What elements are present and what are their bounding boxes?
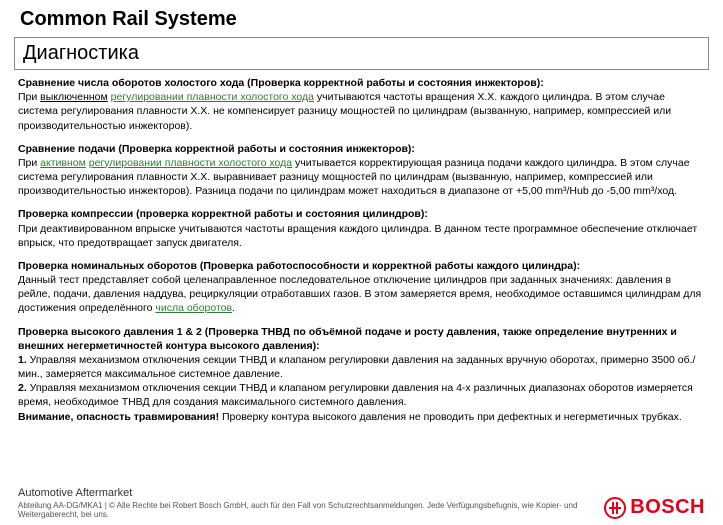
list-num: 1.	[18, 354, 27, 366]
heading: Проверка компрессии	[18, 208, 133, 220]
text: При деактивированном впрыске учитываются…	[18, 223, 697, 249]
section-compression: Проверка компрессии (проверка корректной…	[18, 207, 705, 250]
link-green: активном	[40, 157, 86, 169]
list-num: 2.	[18, 382, 27, 394]
footer-text: Automotive Aftermarket Abteilung AA-DG/M…	[18, 487, 604, 519]
text: .	[232, 302, 235, 314]
warning-label: Внимание, опасность травмирования!	[18, 411, 219, 423]
brand-name: BOSCH	[630, 496, 705, 519]
heading-suffix: (Проверка корректной работы и состояния …	[244, 77, 543, 89]
footer: Automotive Aftermarket Abteilung AA-DG/M…	[18, 487, 705, 519]
heading-suffix: (Проверка работоспособности и корректной…	[197, 260, 580, 272]
section-rpm-compare: Сравнение числа оборотов холостого хода …	[18, 76, 705, 133]
heading-suffix: (Проверка корректной работы и состояния …	[115, 143, 414, 155]
section-nominal-rpm: Проверка номинальных оборотов (Проверка …	[18, 259, 705, 316]
body-content: Сравнение числа оборотов холостого хода …	[0, 76, 723, 424]
footer-legal: Abteilung AA-DG/MKA1 | © Alle Rechte bei…	[18, 501, 604, 519]
heading: Сравнение числа оборотов холостого хода	[18, 77, 244, 89]
heading-suffix: (проверка корректной работы и состояния …	[133, 208, 428, 220]
list-item: Управляя механизмом отключения секции ТН…	[18, 354, 695, 380]
heading: Проверка номинальных оборотов	[18, 260, 197, 272]
link-green: регулировании плавности холостого хода	[111, 91, 314, 103]
bosch-icon	[604, 497, 626, 519]
section-high-pressure: Проверка высокого давления 1 & 2 (Провер…	[18, 325, 705, 424]
page-subtitle: Диагностика	[23, 42, 700, 65]
underlined: выключенном	[40, 91, 108, 103]
text: При	[18, 157, 40, 169]
section-delivery-compare: Сравнение подачи (Проверка корректной ра…	[18, 142, 705, 199]
link-green: регулировании плавности холостого хода	[89, 157, 292, 169]
text: Данный тест представляет собой целенапра…	[18, 274, 701, 314]
list-item: Управляя механизмом отключения секции ТН…	[18, 382, 693, 408]
footer-division: Automotive Aftermarket	[18, 487, 604, 499]
heading: Сравнение подачи	[18, 143, 115, 155]
subtitle-box: Диагностика	[14, 37, 709, 70]
heading: Проверка высокого давления 1 & 2	[18, 326, 202, 338]
text: При	[18, 91, 40, 103]
page-title: Common Rail Systeme	[20, 8, 703, 31]
warning-text: Проверку контура высокого давления не пр…	[219, 411, 682, 423]
link-green: числа оборотов	[155, 302, 232, 314]
brand-logo: BOSCH	[604, 496, 705, 519]
